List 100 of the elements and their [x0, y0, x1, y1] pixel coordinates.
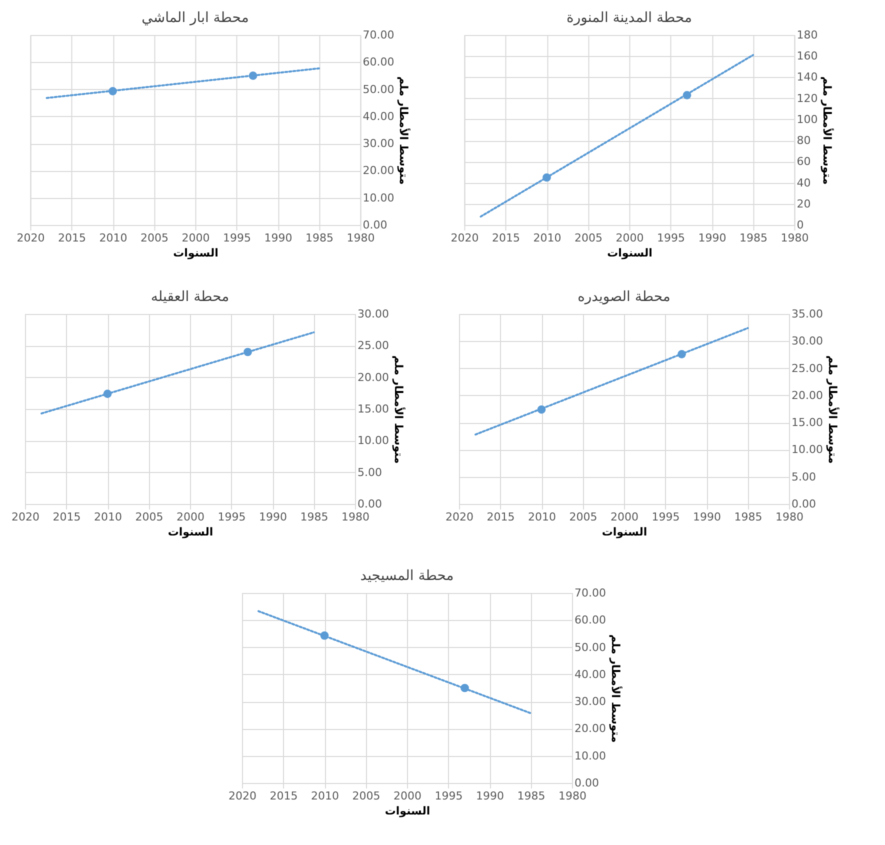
y-tick-label: 25.00 — [792, 362, 824, 375]
chart-title: محطة الصويدره — [578, 289, 670, 305]
x-tick-label: 1985 — [306, 232, 334, 244]
x-tick-label: 2005 — [140, 232, 168, 244]
y-tick-label: 10.00 — [358, 434, 390, 448]
x-tick-label: 1985 — [740, 232, 768, 244]
y-tick-label: 10.00 — [792, 443, 824, 456]
y-tick-label: 15.00 — [792, 416, 824, 430]
x-tick-label: 2020 — [228, 790, 257, 802]
x-tick-label: 2005 — [135, 510, 164, 524]
x-tick-label: 1995 — [218, 510, 246, 524]
x-tick-label: 2010 — [533, 232, 562, 244]
x-tick-label: 1990 — [476, 790, 504, 802]
x-axis-title: السنوات — [607, 246, 652, 260]
y-tick-label: 40 — [796, 176, 811, 190]
chart-title: محطة المسيجيد — [360, 568, 454, 584]
x-tick-label: 2020 — [446, 510, 474, 524]
y-axis-title: متوسط الأمطار ملم — [392, 355, 406, 464]
x-tick-label: 1995 — [657, 232, 685, 244]
y-tick-label: 25.00 — [358, 339, 390, 352]
x-tick-label: 1990 — [264, 232, 292, 244]
x-tick-label: 2000 — [182, 232, 210, 244]
x-tick-label: 2000 — [616, 232, 644, 244]
y-tick-label: 10.00 — [362, 191, 394, 204]
x-tick-label: 2000 — [176, 510, 205, 524]
y-tick-label: 40.00 — [574, 668, 606, 681]
y-axis-title: متوسط الأمطار ملم — [826, 355, 840, 464]
x-tick-label: 2020 — [450, 232, 479, 244]
x-tick-label: 1990 — [693, 510, 722, 524]
x-axis-title: السنوات — [168, 526, 214, 538]
y-tick-label: 120 — [796, 92, 818, 105]
y-tick-label: 40.00 — [362, 110, 394, 123]
x-tick-label: 1980 — [780, 232, 809, 244]
x-tick-label: 2010 — [99, 232, 128, 244]
x-tick-label: 1990 — [698, 232, 726, 244]
y-tick-label: 70.00 — [574, 586, 606, 600]
y-tick-label: 80 — [796, 134, 811, 148]
x-axis-title: السنوات — [602, 526, 648, 538]
y-tick-label: 0.00 — [362, 218, 388, 232]
x-tick-label: 2015 — [486, 510, 515, 524]
chart-title: محطة المدينة المنورة — [566, 10, 692, 26]
y-tick-label: 30.00 — [792, 334, 824, 348]
y-tick-label: 60.00 — [574, 614, 606, 627]
x-tick-label: 2010 — [528, 510, 556, 524]
y-tick-label: 0.00 — [358, 498, 382, 510]
x-axis-title: السنوات — [384, 804, 430, 818]
y-tick-label: 70.00 — [362, 28, 394, 42]
x-tick-label: 1985 — [734, 510, 762, 524]
y-tick-label: 140 — [796, 70, 818, 84]
x-tick-label: 2010 — [311, 790, 340, 802]
y-tick-label: 30.00 — [358, 308, 390, 320]
x-tick-label: 2005 — [352, 790, 380, 802]
y-tick-label: 0 — [796, 218, 804, 232]
y-tick-label: 50.00 — [574, 640, 606, 654]
x-tick-label: 2005 — [574, 232, 602, 244]
y-tick-label: 30.00 — [362, 137, 394, 150]
y-tick-label: 20.00 — [362, 164, 394, 178]
y-axis-title: متوسط الأمطار ملم — [397, 76, 412, 185]
y-tick-label: 160 — [796, 50, 818, 63]
x-tick-label: 1995 — [652, 510, 680, 524]
x-tick-label: 2010 — [94, 510, 122, 524]
x-tick-label: 1980 — [776, 510, 804, 524]
y-tick-label: 100 — [796, 112, 818, 126]
x-tick-label: 2015 — [492, 232, 520, 244]
y-tick-label: 180 — [796, 28, 818, 42]
y-tick-label: 0.00 — [792, 498, 816, 510]
y-tick-label: 50.00 — [362, 82, 394, 96]
x-tick-label: 1980 — [346, 232, 375, 244]
y-tick-label: 5.00 — [792, 470, 816, 484]
x-tick-label: 2015 — [270, 790, 298, 802]
y-tick-label: 60.00 — [362, 56, 394, 69]
x-tick-label: 1995 — [223, 232, 251, 244]
chart-title: محطة العقيله — [150, 289, 230, 305]
x-tick-label: 2000 — [394, 790, 422, 802]
y-tick-label: 20.00 — [358, 370, 390, 384]
chart-title: محطة ابار الماشي — [142, 10, 249, 26]
y-tick-label: 0.00 — [574, 776, 600, 790]
x-tick-label: 1995 — [434, 790, 463, 802]
y-axis-title: متوسط الأمطار ملم — [820, 76, 835, 185]
x-tick-label: 1985 — [300, 510, 328, 524]
x-tick-label: 1985 — [517, 790, 546, 802]
y-axis-title: متوسط الأمطار ملم — [608, 634, 623, 743]
y-tick-label: 60 — [796, 155, 811, 168]
y-tick-label: 20 — [796, 197, 811, 210]
y-tick-label: 10.00 — [574, 749, 606, 762]
y-tick-label: 15.00 — [358, 402, 390, 416]
x-tick-label: 2000 — [610, 510, 639, 524]
x-axis-title: السنوات — [173, 246, 218, 260]
y-tick-label: 20.00 — [792, 388, 824, 402]
x-tick-label: 1980 — [342, 510, 370, 524]
x-tick-label: 2005 — [569, 510, 598, 524]
x-tick-label: 2015 — [58, 232, 86, 244]
y-tick-label: 5.00 — [358, 466, 382, 479]
y-tick-label: 35.00 — [792, 308, 824, 320]
x-tick-label: 2020 — [16, 232, 45, 244]
x-tick-label: 1990 — [259, 510, 288, 524]
y-tick-label: 20.00 — [574, 722, 606, 736]
x-tick-label: 1980 — [558, 790, 587, 802]
x-tick-label: 2015 — [52, 510, 81, 524]
y-tick-label: 30.00 — [574, 695, 606, 708]
